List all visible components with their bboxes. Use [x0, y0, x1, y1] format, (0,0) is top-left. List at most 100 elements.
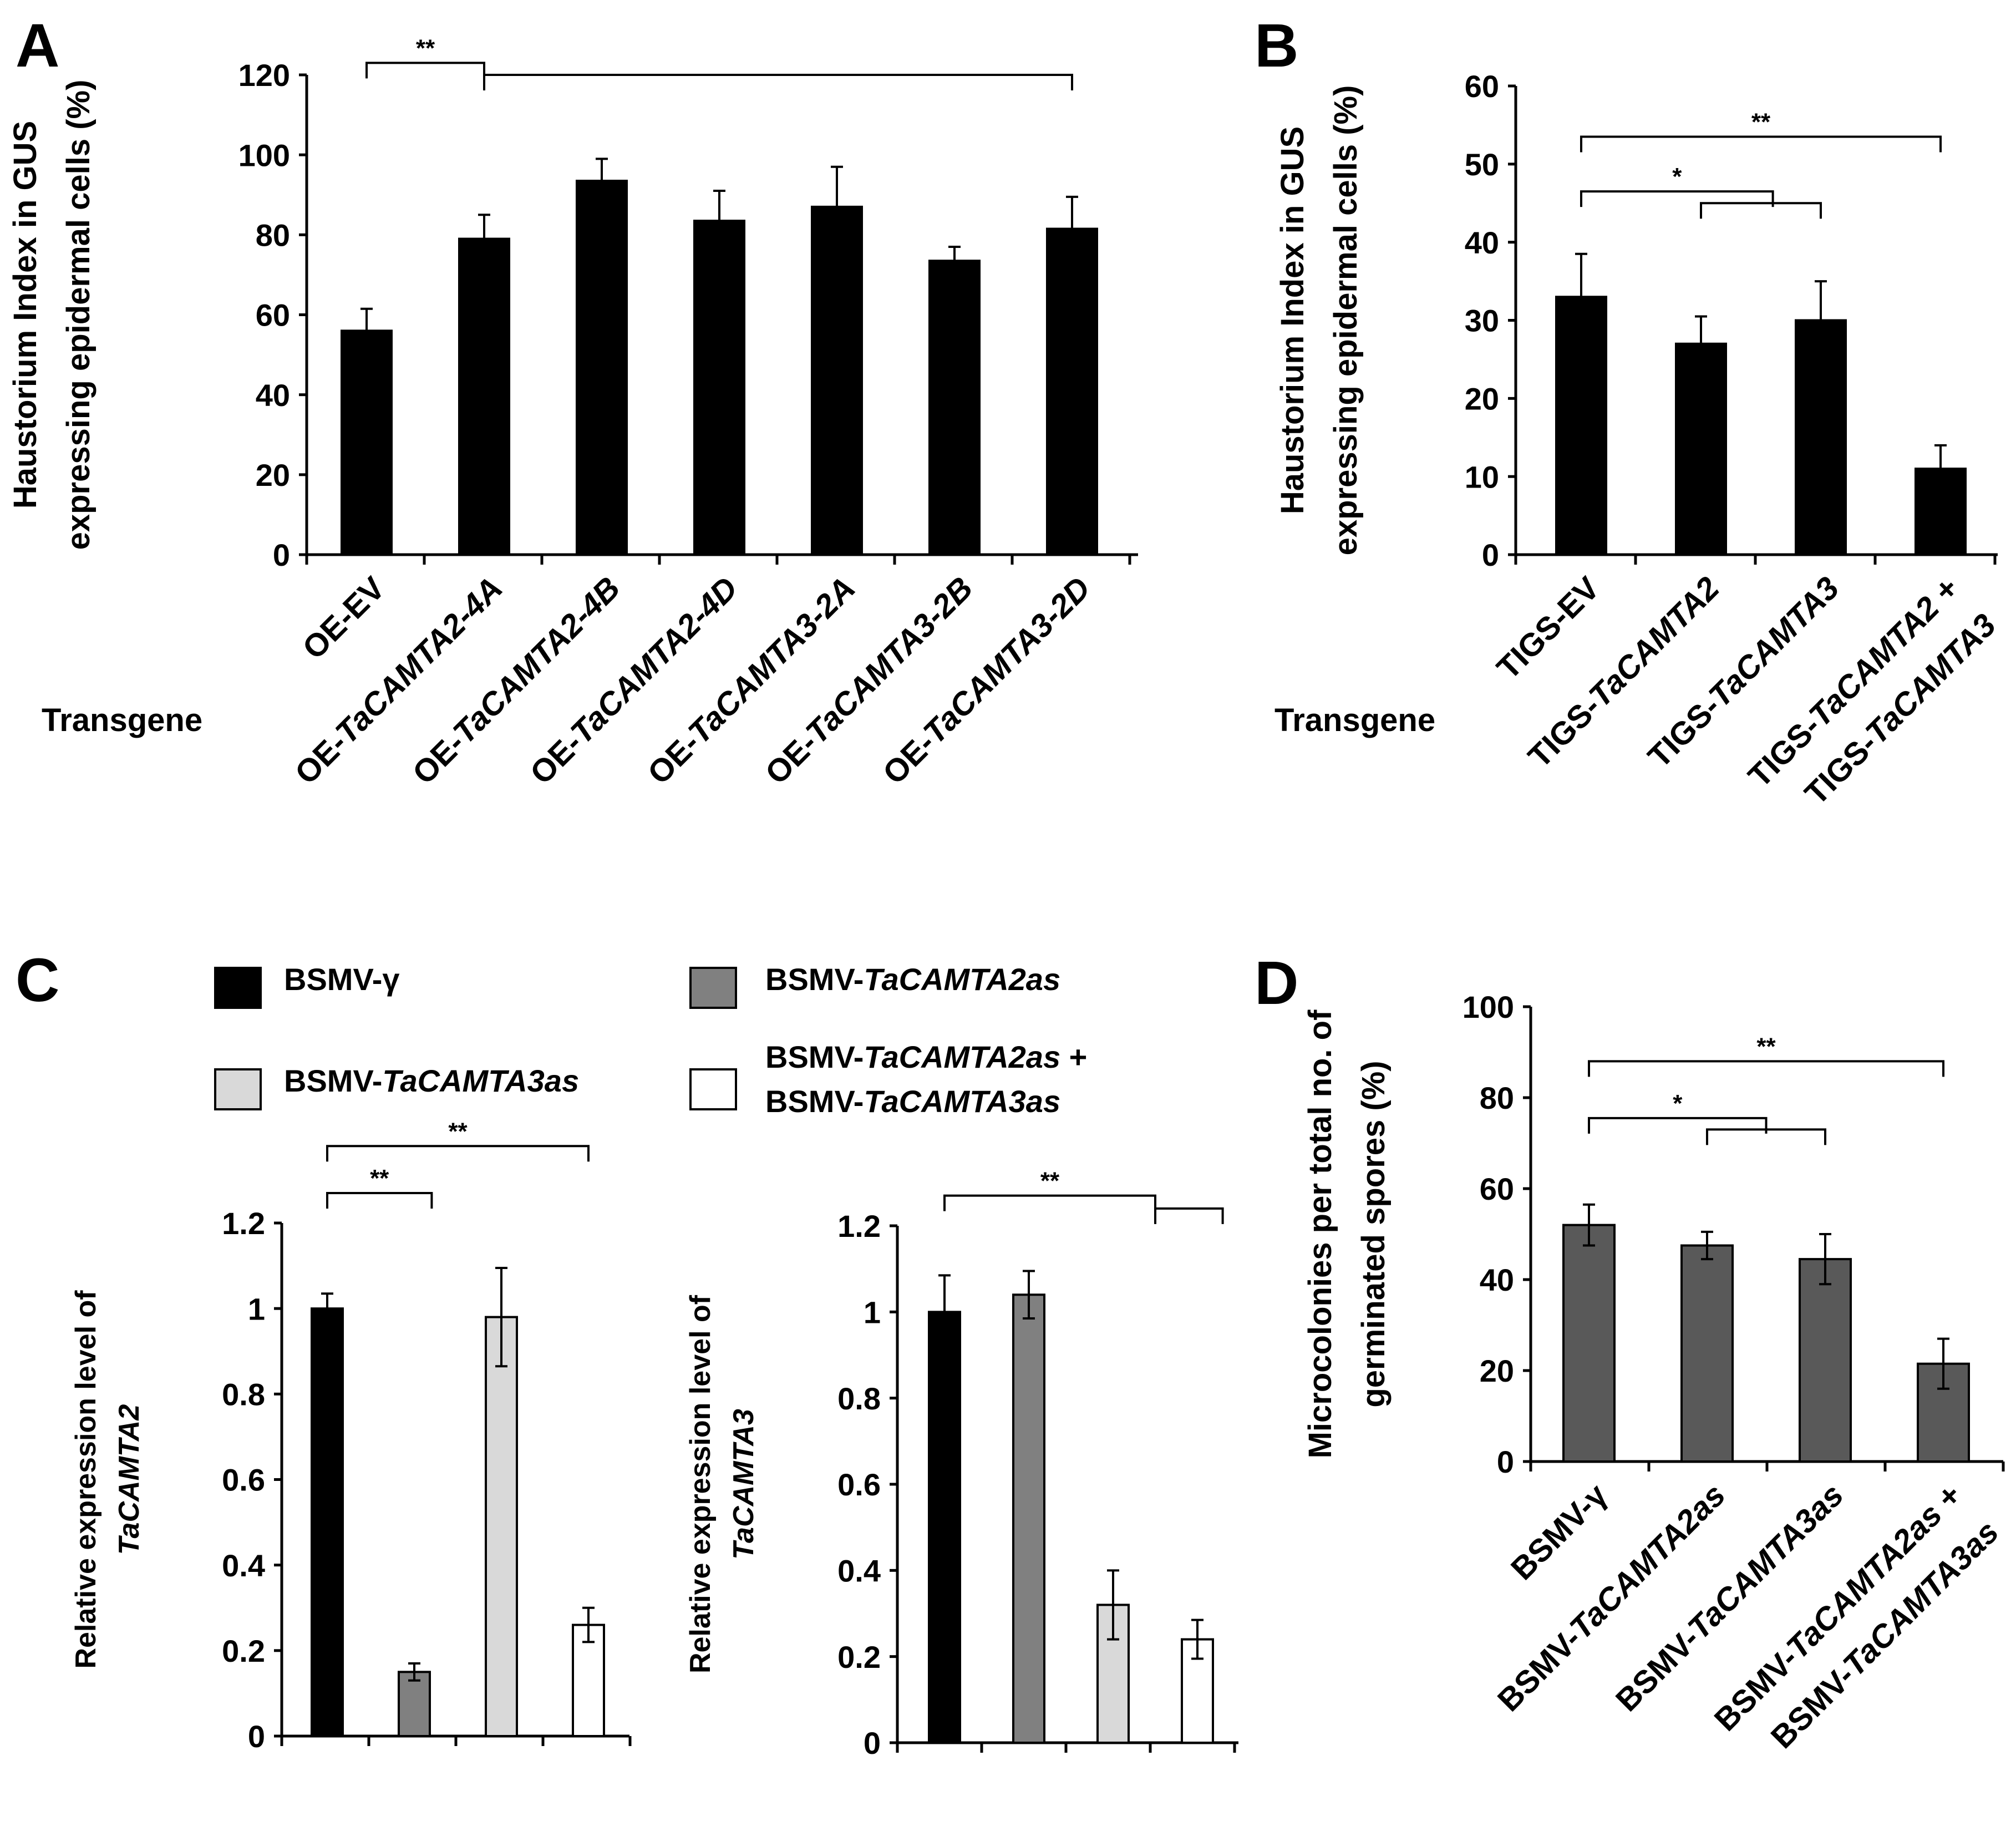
y-tick-label: 1.2 [222, 1206, 265, 1241]
significance-bracket [326, 1145, 590, 1162]
panel-label: C [16, 946, 59, 1014]
bar [811, 205, 863, 556]
y-tick-label: 20 [1480, 1353, 1514, 1388]
y-tick-label: 60 [256, 298, 290, 333]
y-tick-label: 60 [1465, 69, 1499, 104]
text-part: BSMV- [765, 1084, 864, 1119]
significance-bracket [483, 74, 1073, 90]
bar [1680, 1244, 1734, 1463]
legend-label: BSMV-TaCAMTA2as [765, 962, 1060, 997]
text-part: BSMV-γ [284, 962, 400, 997]
significance-label: ** [1751, 109, 1771, 136]
chart-5: 0 20 40 60 80 100 Microcolonies per total no. … [1302, 990, 2005, 1755]
significance-bracket [1588, 1117, 1768, 1134]
bar [928, 260, 981, 556]
bar [1012, 1293, 1045, 1744]
y-tick-label: 10 [1465, 459, 1499, 494]
text-part: TaCAMTA3as [382, 1063, 579, 1098]
y-tick-label: 0 [273, 537, 290, 572]
bar [458, 237, 510, 556]
y-tick-label: 1.2 [837, 1209, 881, 1244]
text-part: TaCAMTA2as [864, 1039, 1060, 1074]
legend-label: BSMV-TaCAMTA3as [284, 1063, 579, 1098]
significance-label: ** [1040, 1168, 1060, 1195]
significance-bracket [1154, 1207, 1224, 1224]
chart-1: 0 20 40 60 80 100 120 Haustorium Index in GUS ex… [7, 34, 1138, 791]
y-tick-label: 0.6 [837, 1467, 881, 1502]
bar [928, 1311, 961, 1744]
legend-swatch [689, 967, 737, 1009]
chart-3: 0 0.2 0.4 0.6 0.8 1 1.2 Relative expression lev… [70, 1118, 632, 1754]
bar [693, 220, 745, 556]
x-tick-label: BSMV-γ [1504, 1476, 1614, 1587]
significance-label: * [1673, 1090, 1683, 1117]
y-tick-label: 20 [256, 458, 290, 493]
significance-label: ** [448, 1118, 468, 1145]
significance-bracket [943, 1194, 1156, 1211]
y-tick-label: 30 [1465, 303, 1499, 338]
y-axis-title: TaCAMTA2 [113, 1404, 145, 1555]
y-tick-label: 1 [248, 1291, 265, 1326]
text-part: TaCAMTA3as [864, 1084, 1060, 1119]
y-tick-label: 100 [238, 138, 290, 172]
y-tick-label: 80 [256, 217, 290, 252]
y-axis-title: Microcolonies per total no. of [1302, 1009, 1338, 1459]
y-tick-label: 0 [248, 1719, 265, 1754]
x-tick-label: OE-EV [296, 570, 392, 666]
y-axis-title: expressing epidermal cells (%) [1328, 85, 1364, 556]
y-tick-label: 50 [1465, 147, 1499, 182]
x-tick-label: OE-TaCAMTA2-4B [405, 570, 627, 791]
bar [311, 1307, 344, 1738]
y-tick-label: 0.8 [837, 1381, 881, 1416]
significance-bracket [1588, 1060, 1944, 1077]
chart-2: 0 10 20 30 40 50 60 Haustorium Index in GUS expr… [1274, 69, 2003, 812]
text-part: TaCAMTA2as [864, 962, 1060, 997]
y-tick-label: 80 [1480, 1080, 1514, 1115]
y-axis-title: Haustorium Index in GUS [7, 121, 43, 509]
y-tick-label: 20 [1465, 381, 1499, 416]
significance-label: * [1672, 163, 1682, 190]
x-tick-label: OE-TaCAMTA2-4D [523, 570, 744, 791]
y-tick-label: 0 [1482, 537, 1499, 572]
y-tick-label: 40 [1480, 1262, 1514, 1297]
y-axis-title: germinated spores (%) [1355, 1060, 1392, 1407]
bar [485, 1316, 518, 1737]
bar [576, 180, 628, 556]
text-part: OE-EV [296, 570, 392, 666]
panel-label: D [1255, 949, 1298, 1017]
y-tick-label: 0 [1497, 1444, 1514, 1479]
bar [341, 329, 393, 556]
chart-4: 0 0.2 0.4 0.6 0.8 1 1.2 Relative expression lev… [684, 1168, 1238, 1760]
x-axis-title: Transgene [1274, 702, 1435, 738]
panel-label: A [16, 12, 59, 80]
x-tick-label: OE-TaCAMTA3-2D [876, 570, 1097, 791]
significance-bracket [1580, 190, 1774, 207]
y-tick-label: 0.2 [837, 1640, 881, 1675]
y-tick-label: 120 [238, 58, 290, 93]
y-tick-label: 0.2 [222, 1633, 265, 1668]
y-axis-title: Relative expression level of [684, 1295, 717, 1673]
bar [1799, 1258, 1852, 1463]
x-tick-label: OE-TaCAMTA3-2B [758, 570, 979, 791]
text-part: + [1060, 1039, 1087, 1074]
significance-bracket [365, 62, 485, 79]
text-part: BSMV- [765, 962, 864, 997]
significance-bracket [1700, 202, 1822, 219]
text-part: BSMV- [1609, 1621, 1707, 1718]
legend-label: BSMV-TaCAMTA3as [765, 1084, 1060, 1119]
legend: BSMV-γ BSMV-TaCAMTA2asBSMV-TaCAMTA3asBSMV… [214, 962, 1087, 1119]
y-axis-title: expressing epidermal cells (%) [60, 80, 97, 550]
y-tick-label: 0.8 [222, 1377, 265, 1412]
significance-label: ** [1756, 1033, 1776, 1060]
y-tick-label: 0.4 [222, 1548, 265, 1583]
y-tick-label: 0 [864, 1726, 881, 1760]
x-tick-label: TIGS-EV [1490, 570, 1607, 686]
legend-swatch [214, 967, 262, 1009]
bar [1562, 1224, 1616, 1463]
y-tick-label: 60 [1480, 1171, 1514, 1206]
significance-bracket [326, 1192, 433, 1209]
y-axis-title: Haustorium Index in GUS [1274, 126, 1311, 514]
y-tick-label: 1 [864, 1295, 881, 1330]
y-tick-label: 0.6 [222, 1463, 265, 1498]
